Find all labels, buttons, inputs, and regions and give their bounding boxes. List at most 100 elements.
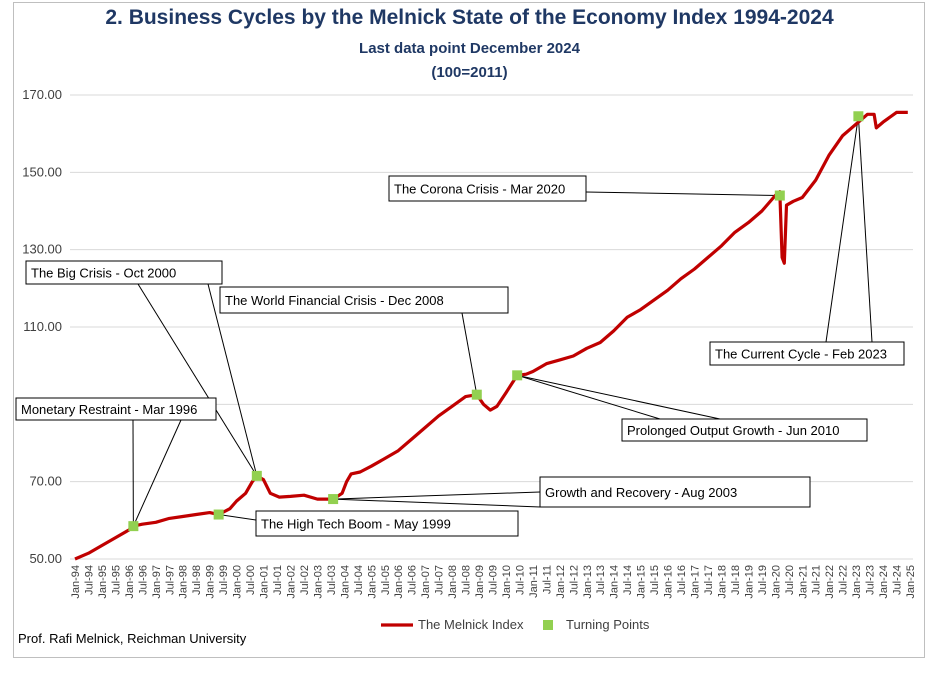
chart-frame bbox=[13, 2, 925, 658]
x-tick-label: Jul-11 bbox=[541, 565, 553, 594]
x-tick-label: Jan-14 bbox=[609, 565, 621, 599]
y-tick-label: 130.00 bbox=[22, 242, 62, 257]
y-tick-label: 110.00 bbox=[23, 319, 62, 334]
callout-label: The World Financial Crisis - Dec 2008 bbox=[225, 293, 444, 308]
x-axis: Jan-94 Jul-94 Jan-95 Jul-95 Jan-96 Jul-96 Jan-… bbox=[70, 558, 917, 599]
callout-monetary-restraint: Monetary Restraint - Mar 1996 bbox=[15, 397, 217, 421]
callout-leader bbox=[517, 374, 661, 420]
x-tick-label: Jul-12 bbox=[568, 565, 580, 595]
series-layer bbox=[74, 110, 908, 561]
callout-label: Monetary Restraint - Mar 1996 bbox=[21, 402, 197, 417]
x-tick-label: Jul-98 bbox=[191, 565, 203, 595]
callout-leader bbox=[333, 491, 541, 500]
x-tick-label: Jul-19 bbox=[757, 565, 769, 595]
x-tick-label: Jul-06 bbox=[407, 565, 419, 595]
x-tick-label: Jul-00 bbox=[245, 565, 257, 595]
x-tick-label: Jul-16 bbox=[676, 565, 688, 595]
x-tick-label: Jan-20 bbox=[770, 565, 782, 599]
callout-leader bbox=[857, 116, 873, 343]
callout-the-big-crisis: The Big Crisis - Oct 2000 bbox=[25, 260, 223, 285]
x-tick-label: Jul-22 bbox=[838, 565, 850, 595]
y-tick-label: 70.00 bbox=[29, 474, 62, 489]
x-tick-label: Jan-03 bbox=[312, 565, 324, 599]
x-tick-label: Jul-09 bbox=[488, 565, 500, 595]
x-tick-label: Jan-19 bbox=[743, 565, 755, 599]
chart-title: 2. Business Cycles by the Melnick State … bbox=[105, 6, 834, 29]
callout-leader bbox=[137, 283, 258, 477]
turning-point-marker bbox=[853, 111, 864, 122]
callout-box bbox=[15, 397, 217, 421]
turning-point-marker bbox=[128, 521, 139, 532]
x-tick-label: Jan-11 bbox=[528, 565, 540, 598]
callout-label: Prolonged Output Growth - Jun 2010 bbox=[627, 423, 839, 438]
callout-high-tech-boom: The High Tech Boom - May 1999 bbox=[255, 510, 519, 537]
x-tick-label: Jan-07 bbox=[420, 565, 432, 599]
x-tick-label: Jan-24 bbox=[878, 565, 890, 599]
x-tick-label: Jan-16 bbox=[663, 565, 675, 599]
callout-label: The Current Cycle - Feb 2023 bbox=[715, 347, 887, 362]
x-tick-label: Jan-00 bbox=[232, 565, 244, 599]
x-tick-label: Jan-97 bbox=[151, 565, 163, 599]
x-tick-label: Jan-96 bbox=[124, 565, 136, 599]
callout-box bbox=[709, 341, 905, 366]
callout-box bbox=[621, 418, 868, 442]
callouts: The Big Crisis - Oct 2000 The World Finan… bbox=[15, 175, 905, 537]
x-tick-label: Jul-14 bbox=[622, 565, 634, 595]
series-line-melnick-index bbox=[74, 110, 908, 561]
callout-box bbox=[219, 286, 509, 314]
x-tick-label: Jan-95 bbox=[97, 565, 109, 599]
chart-subtitle: Last data point December 2024 bbox=[359, 40, 580, 57]
x-tick-label: Jan-98 bbox=[178, 565, 190, 599]
x-tick-label: Jul-97 bbox=[164, 565, 176, 595]
turning-point-marker bbox=[251, 470, 262, 481]
callout-leader bbox=[825, 116, 859, 343]
author-credit: Prof. Rafi Melnick, Reichman University bbox=[18, 631, 247, 646]
callout-world-financial-crisis: The World Financial Crisis - Dec 2008 bbox=[219, 286, 509, 314]
turning-point-marker bbox=[774, 190, 785, 201]
chart-subtitle-base: (100=2011) bbox=[431, 64, 508, 81]
callout-leader bbox=[207, 283, 258, 476]
x-tick-label: Jan-12 bbox=[555, 565, 567, 599]
x-tick-label: Jul-04 bbox=[353, 565, 365, 595]
legend-swatch-turning-points bbox=[543, 620, 553, 630]
x-tick-label: Jul-13 bbox=[595, 565, 607, 595]
callout-box bbox=[255, 510, 519, 537]
y-tick-label: 150.00 bbox=[22, 164, 62, 179]
x-tick-label: Jan-01 bbox=[259, 565, 271, 599]
callout-prolonged-output-growth: Prolonged Output Growth - Jun 2010 bbox=[621, 418, 868, 442]
x-tick-label: Jan-22 bbox=[824, 565, 836, 599]
x-tick-label: Jan-18 bbox=[716, 565, 728, 599]
callout-corona-crisis: The Corona Crisis - Mar 2020 bbox=[388, 175, 587, 202]
x-tick-label: Jul-96 bbox=[137, 565, 149, 595]
callout-leader-lines bbox=[132, 116, 873, 527]
x-tick-label: Jan-17 bbox=[690, 565, 702, 599]
x-tick-label: Jul-95 bbox=[110, 565, 122, 595]
callout-label: Growth and Recovery - Aug 2003 bbox=[545, 485, 737, 500]
x-tick-label: Jan-08 bbox=[447, 565, 459, 599]
callout-label: The Corona Crisis - Mar 2020 bbox=[394, 182, 565, 197]
callout-leader bbox=[585, 191, 780, 197]
x-tick-label: Jan-05 bbox=[366, 565, 378, 599]
callout-box bbox=[388, 175, 587, 202]
x-tick-label: Jul-10 bbox=[514, 565, 526, 595]
callout-growth-and-recovery: Growth and Recovery - Aug 2003 bbox=[539, 476, 811, 508]
legend-label-turning-points: Turning Points bbox=[566, 617, 650, 632]
x-tick-label: Jan-10 bbox=[501, 565, 513, 599]
x-tick-label: Jul-15 bbox=[649, 565, 661, 595]
y-tick-label: 170.00 bbox=[22, 87, 62, 102]
x-tick-label: Jul-24 bbox=[892, 565, 904, 595]
x-tick-label: Jan-15 bbox=[636, 565, 648, 599]
callout-label: The High Tech Boom - May 1999 bbox=[261, 517, 451, 532]
legend: The Melnick Index Turning Points bbox=[381, 617, 650, 632]
x-tick-label: Jan-23 bbox=[851, 565, 863, 599]
x-tick-label: Jan-94 bbox=[70, 565, 82, 599]
y-tick-label: 50.00 bbox=[29, 551, 62, 566]
x-tick-label: Jan-13 bbox=[582, 565, 594, 599]
x-tick-label: Jul-20 bbox=[784, 565, 796, 595]
x-tick-label: Jan-09 bbox=[474, 565, 486, 599]
x-tick-label: Jul-02 bbox=[299, 565, 311, 595]
x-tick-label: Jul-05 bbox=[380, 565, 392, 595]
callout-label: The Big Crisis - Oct 2000 bbox=[31, 266, 176, 281]
x-tick-label: Jul-17 bbox=[703, 565, 715, 595]
